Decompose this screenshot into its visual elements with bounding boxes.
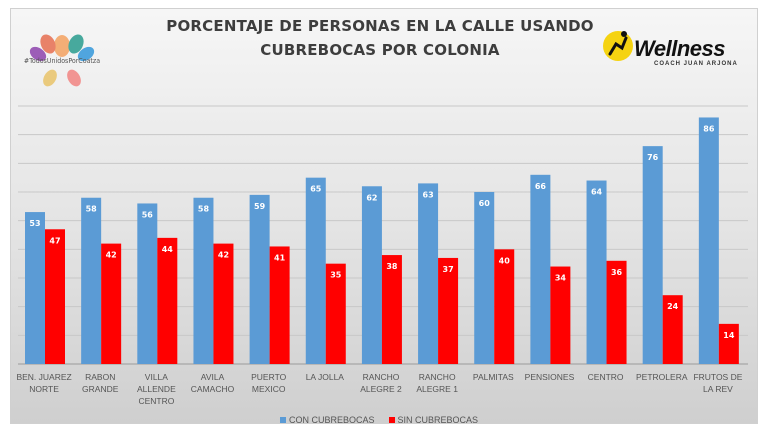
category-label: ALLENDE <box>137 384 176 394</box>
bar-sin <box>213 243 234 364</box>
category-label: RANCHO <box>419 372 456 382</box>
data-label-sin: 44 <box>162 245 174 254</box>
data-label-sin: 42 <box>106 251 117 260</box>
category-label: PALMITAS <box>473 372 514 382</box>
category-label: PUERTO <box>251 372 287 382</box>
category-label: VILLA <box>145 372 168 382</box>
data-label-con: 66 <box>535 182 547 191</box>
category-label: FRUTOS DE <box>693 372 742 382</box>
category-label: PENSIONES <box>525 372 575 382</box>
bar-sin <box>662 295 683 364</box>
bar-con <box>361 186 382 364</box>
category-label: LA REV <box>703 384 733 394</box>
bar-con <box>25 212 45 364</box>
category-label: PETROLERA <box>636 372 688 382</box>
bar-con <box>586 180 607 364</box>
chart-title-line-2: CUBREBOCAS POR COLONIA <box>260 41 500 59</box>
category-label: GRANDE <box>82 384 119 394</box>
hands-logo <box>29 34 95 87</box>
data-label-con: 76 <box>647 153 659 162</box>
data-label-con: 53 <box>29 219 40 228</box>
bar-con <box>81 197 102 364</box>
bar-con <box>698 117 719 364</box>
data-label-con: 59 <box>254 202 266 211</box>
brand-name: Wellness <box>634 36 725 61</box>
data-label-sin: 38 <box>386 262 398 271</box>
data-label-con: 63 <box>423 190 434 199</box>
data-label-sin: 24 <box>667 302 679 311</box>
bar-sin <box>101 243 122 364</box>
bar-sin <box>494 249 515 364</box>
chart-title-line-1: PORCENTAJE DE PERSONAS EN LA CALLE USAND… <box>166 17 594 35</box>
legend-item-con: CON CUBREBOCAS <box>280 415 375 425</box>
category-label: BEN. JUAREZ <box>16 372 71 382</box>
badge-hashtag: #TodosUnidosPorCoatza <box>23 57 101 65</box>
data-label-con: 62 <box>366 193 377 202</box>
bar-sin <box>381 255 402 364</box>
data-label-con: 64 <box>591 188 603 197</box>
legend: CON CUBREBOCAS SIN CUBREBOCAS <box>280 414 478 426</box>
legend-label-sin: SIN CUBREBOCAS <box>397 415 479 425</box>
category-label: CAMACHO <box>191 384 235 394</box>
data-label-sin: 14 <box>723 331 735 340</box>
data-label-sin: 41 <box>274 253 286 262</box>
category-label: ALEGRE 2 <box>360 384 402 394</box>
bar-sin <box>606 260 627 364</box>
bar-con <box>137 203 158 364</box>
bar-con <box>305 177 326 364</box>
category-label: CENTRO <box>588 372 624 382</box>
data-label-sin: 35 <box>330 271 342 280</box>
data-label-con: 56 <box>142 210 154 219</box>
bar-sin <box>550 266 571 364</box>
data-label-con: 86 <box>703 124 715 133</box>
legend-swatch-sin <box>388 417 395 423</box>
data-label-sin: 34 <box>555 274 567 283</box>
category-label: RANCHO <box>363 372 400 382</box>
data-label-sin: 40 <box>499 256 511 265</box>
wellness-logo <box>603 31 633 61</box>
chart-title: PORCENTAJE DE PERSONAS EN LA CALLE USAND… <box>150 14 610 62</box>
bar-sin <box>157 237 178 364</box>
category-label: RABON <box>85 372 115 382</box>
category-label: AVILA <box>201 372 225 382</box>
data-label-sin: 36 <box>611 268 623 277</box>
legend-item-sin: SIN CUBREBOCAS <box>388 415 479 425</box>
bar-con <box>249 194 270 364</box>
data-label-con: 58 <box>198 205 210 214</box>
bar-con <box>530 174 551 364</box>
data-label-sin: 47 <box>49 236 60 245</box>
category-label: MEXICO <box>252 384 286 394</box>
bar-con <box>642 146 663 364</box>
bar-sin <box>718 323 739 364</box>
data-label-con: 60 <box>479 199 491 208</box>
data-label-con: 65 <box>310 185 322 194</box>
bar-sin <box>269 246 290 364</box>
bar-sin <box>438 257 459 364</box>
category-label: CENTRO <box>138 396 174 406</box>
data-label-sin: 37 <box>443 265 454 274</box>
bar-con <box>193 197 214 364</box>
legend-swatch-con <box>280 417 286 423</box>
data-label-con: 58 <box>86 205 98 214</box>
bar-con <box>474 192 495 364</box>
bar-con <box>418 183 439 364</box>
bar-sin <box>325 263 346 364</box>
category-label: ALEGRE 1 <box>416 384 458 394</box>
bar-sin <box>45 229 65 364</box>
category-label: NORTE <box>29 384 59 394</box>
brand-subtitle: COACH JUAN ARJONA <box>654 61 738 67</box>
data-label-sin: 42 <box>218 251 229 260</box>
category-label: LA JOLLA <box>306 372 345 382</box>
legend-label-con: CON CUBREBOCAS <box>289 415 375 425</box>
